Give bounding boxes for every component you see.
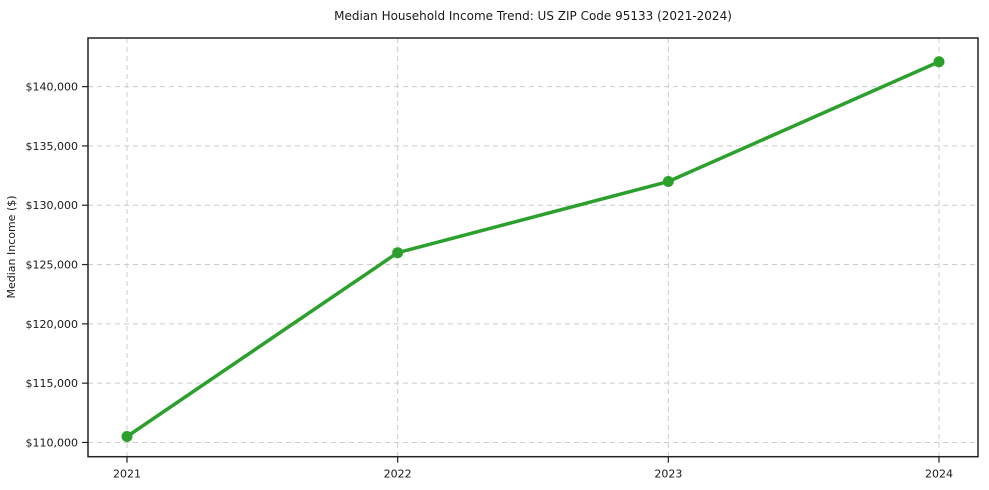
y-tick-label: $130,000 bbox=[26, 199, 79, 212]
axes-frame bbox=[87, 37, 979, 458]
y-tick-label: $115,000 bbox=[26, 377, 79, 390]
data-point-2023 bbox=[662, 176, 674, 188]
y-tick-label: $135,000 bbox=[26, 140, 79, 153]
y-axis-label: Median Income ($) bbox=[5, 195, 18, 298]
y-tick-label: $125,000 bbox=[26, 259, 79, 272]
trend-line bbox=[125, 59, 941, 439]
data-point-2021 bbox=[121, 431, 133, 443]
y-tick-label: $120,000 bbox=[26, 318, 79, 331]
x-tick-label: 2023 bbox=[654, 468, 682, 481]
y-tick-label: $140,000 bbox=[26, 81, 79, 94]
chart-title: Median Household Income Trend: US ZIP Co… bbox=[334, 9, 732, 23]
data-point-2022 bbox=[392, 247, 404, 259]
x-tick-label: 2022 bbox=[384, 468, 412, 481]
x-tick-label: 2021 bbox=[113, 468, 141, 481]
x-tick-label: 2024 bbox=[925, 468, 953, 481]
data-point-2024 bbox=[933, 56, 945, 68]
y-tick-label: $110,000 bbox=[26, 436, 79, 449]
